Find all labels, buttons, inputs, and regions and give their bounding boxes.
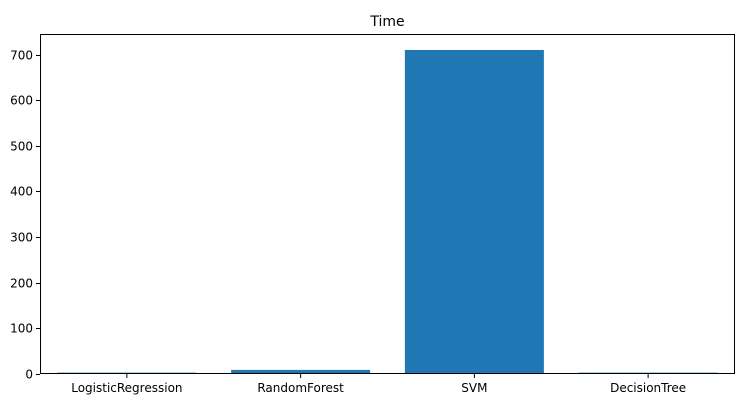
y-tick-label: 300 [10, 231, 33, 245]
y-tick-label: 400 [10, 185, 33, 199]
y-tick-label: 500 [10, 140, 33, 154]
x-tick-label: DecisionTree [610, 381, 686, 395]
y-tick-label: 200 [10, 277, 33, 291]
x-tick-label: RandomForest [257, 381, 344, 395]
bar-randomforest [231, 369, 371, 374]
y-tick-label: 100 [10, 322, 33, 336]
y-axis: 0 100 200 300 400 500 600 700 [10, 49, 40, 382]
y-tick-label: 600 [10, 94, 33, 108]
plot-frame [40, 34, 735, 374]
bars-group [57, 49, 718, 375]
bar-svm [404, 49, 544, 375]
x-tick-label: LogisticRegression [71, 381, 182, 395]
x-tick-label: SVM [461, 381, 487, 395]
y-tick-label: 700 [10, 49, 33, 63]
y-tick-label: 0 [25, 368, 33, 382]
x-axis: LogisticRegression RandomForest SVM Decisio… [71, 374, 686, 395]
chart-title: Time [369, 14, 404, 30]
